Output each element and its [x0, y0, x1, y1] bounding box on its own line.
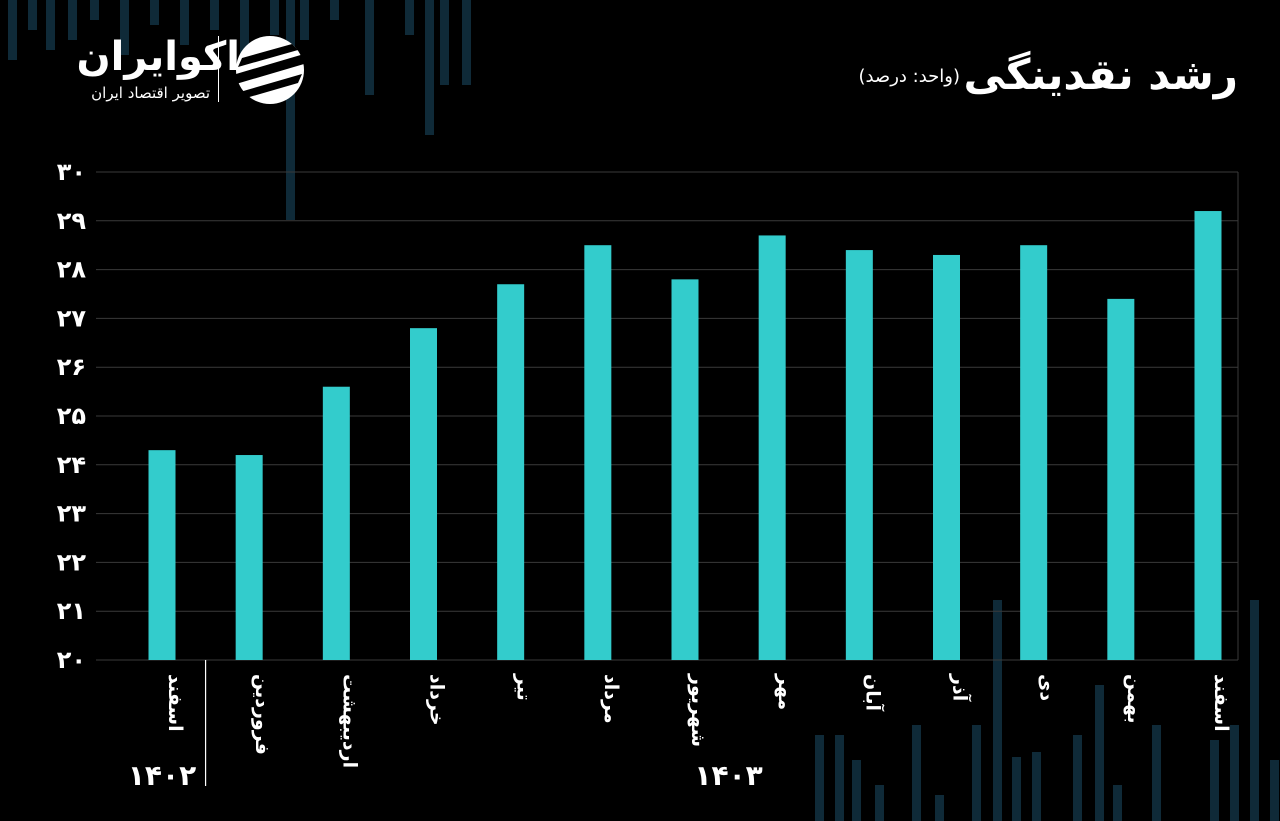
x-tick-label: شهریور [687, 673, 709, 747]
deco-candle [286, 0, 295, 220]
x-tick-label: آذر [949, 673, 973, 702]
deco-candle [365, 0, 374, 95]
x-tick-label: دی [1036, 674, 1058, 701]
deco-candle [1095, 685, 1104, 821]
y-tick-label: ۲۰ [57, 646, 86, 674]
deco-candle [68, 0, 77, 40]
year-group-label: ۱۴۰۲ [128, 759, 196, 792]
y-tick-label: ۲۶ [57, 353, 86, 381]
deco-candle [835, 735, 844, 821]
deco-candle [425, 0, 434, 135]
bar [671, 279, 699, 660]
bar [845, 250, 873, 660]
bar [322, 386, 350, 660]
x-tick-label: تیر [513, 673, 535, 701]
brand-mark-icon [236, 36, 304, 104]
chart-subtitle: (واحد: درصد) [858, 66, 960, 87]
deco-candle [28, 0, 37, 30]
bar [584, 245, 612, 660]
logo-divider [218, 36, 219, 102]
brand-logo: اکوایران تصویر اقتصاد ایران [50, 30, 310, 110]
deco-candle [210, 0, 219, 30]
deco-candle [1073, 735, 1082, 821]
x-tick-label: خرداد [426, 674, 448, 726]
deco-candle [270, 0, 279, 35]
deco-candle [993, 600, 1002, 821]
deco-candle [150, 0, 159, 25]
bar [1194, 211, 1222, 661]
deco-candle [1230, 725, 1239, 821]
deco-candle [1210, 740, 1219, 821]
deco-candle [1270, 760, 1279, 821]
deco-candle [912, 725, 921, 821]
deco-candle [180, 0, 189, 45]
bar [1020, 245, 1048, 660]
y-tick-label: ۳۰ [57, 158, 86, 186]
bar [497, 284, 525, 660]
deco-candle [120, 0, 129, 55]
y-tick-label: ۲۲ [57, 548, 87, 576]
deco-candle [440, 0, 449, 85]
x-tick-label: اسفند [164, 674, 186, 732]
deco-candle [240, 0, 249, 70]
deco-candle [815, 735, 824, 821]
deco-candle [1032, 752, 1041, 821]
deco-candle [852, 760, 861, 821]
y-tick-label: ۲۷ [57, 304, 87, 332]
x-tick-label: فروردین [251, 674, 273, 755]
y-tick-label: ۲۴ [57, 451, 86, 479]
deco-candle [1113, 785, 1122, 821]
deco-candle [405, 0, 414, 35]
y-tick-label: ۲۸ [57, 256, 87, 284]
year-group-label: ۱۴۰۳ [694, 759, 762, 792]
deco-candle [1250, 600, 1259, 821]
y-tick-label: ۲۵ [57, 402, 86, 430]
deco-candle [935, 795, 944, 821]
bar [235, 455, 263, 660]
y-tick-label: ۲۳ [57, 500, 87, 528]
deco-candle [972, 725, 981, 821]
y-tick-label: ۲۹ [57, 207, 87, 235]
deco-candle [300, 0, 309, 40]
x-tick-label: اردیبهشت [338, 674, 360, 768]
deco-candle [462, 0, 471, 85]
chart-title: رشد نقدینگی [963, 50, 1238, 99]
deco-candle [1152, 725, 1161, 821]
x-tick-label: بهمن [1123, 674, 1145, 724]
x-tick-label: مهر [774, 673, 796, 710]
deco-candle [46, 0, 55, 50]
bar [410, 328, 437, 660]
bar [148, 450, 176, 660]
brand-name: اکوایران [76, 34, 240, 80]
bar [933, 254, 960, 660]
bar [1107, 298, 1135, 660]
y-tick-label: ۲۱ [57, 597, 86, 625]
x-tick-label: آبان [861, 674, 885, 711]
deco-candle [90, 0, 99, 20]
brand-tagline: تصویر اقتصاد ایران [91, 84, 210, 102]
deco-candle [8, 0, 17, 60]
x-tick-label: اسفند [1210, 674, 1232, 732]
bar [758, 235, 786, 660]
x-tick-label: مرداد [600, 674, 622, 724]
deco-candle [875, 785, 884, 821]
deco-candle [330, 0, 339, 20]
deco-candle [1012, 757, 1021, 821]
